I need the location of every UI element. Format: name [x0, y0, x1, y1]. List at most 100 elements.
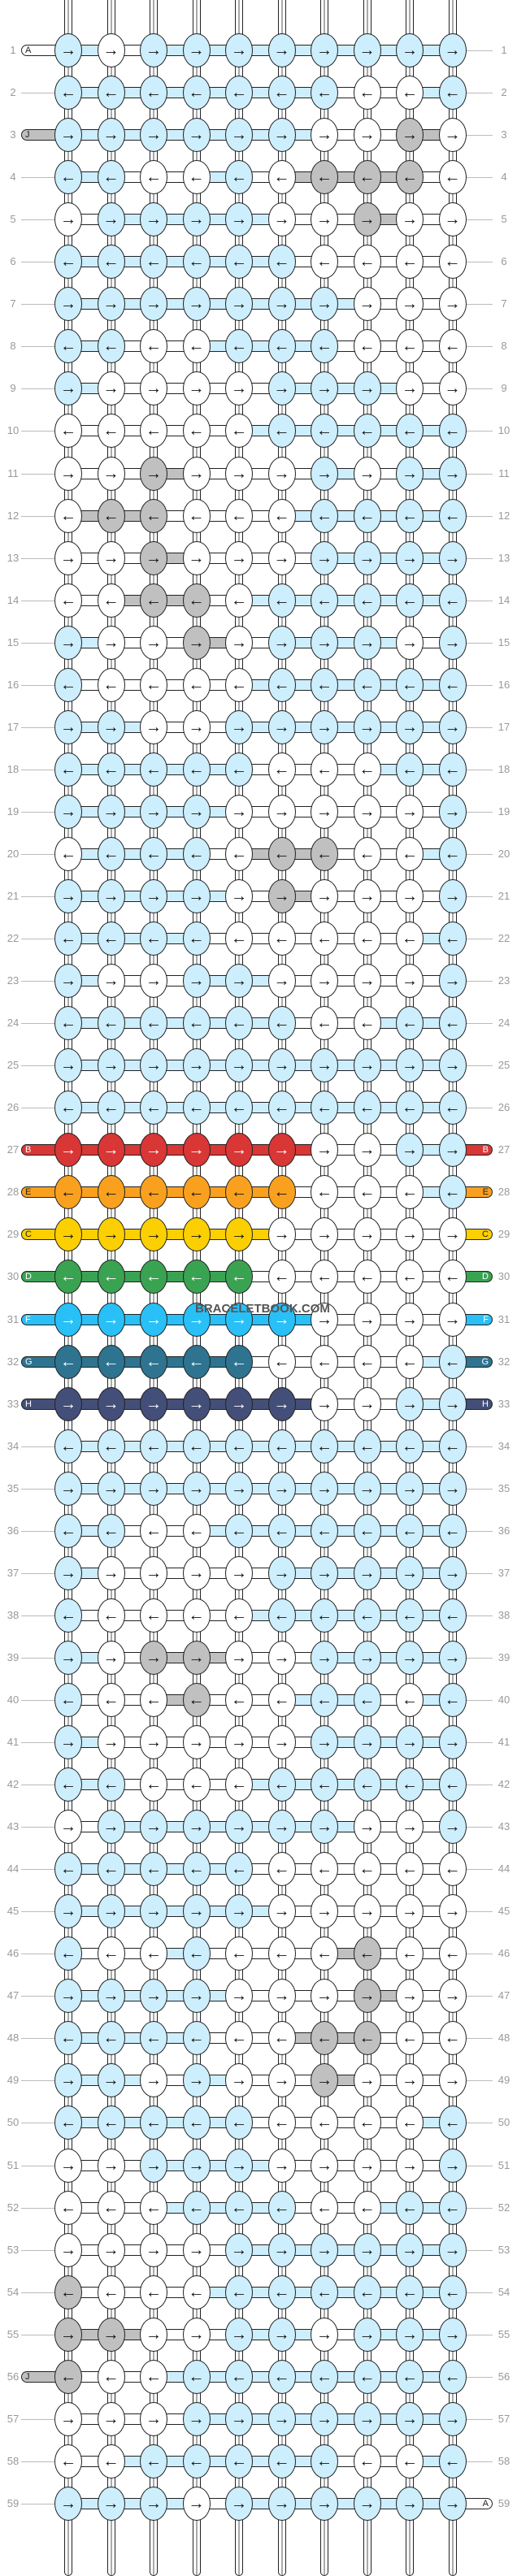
watermark: BRACELETBOOK.COM: [195, 1302, 330, 1316]
vertical-strand: [235, 869, 243, 882]
knot: →: [267, 456, 296, 491]
knot: ←: [396, 498, 424, 533]
vertical-strand: [363, 2434, 371, 2446]
vertical-strand: [64, 531, 72, 543]
vertical-strand: [192, 1969, 201, 1981]
knot: →: [182, 2148, 211, 2183]
knot: ←: [353, 922, 381, 956]
vertical-strand: [363, 1715, 371, 1728]
vertical-strand: [448, 108, 457, 120]
vertical-strand: [235, 531, 243, 543]
vertical-strand: [64, 1842, 72, 1854]
knot: ←: [97, 1682, 125, 1717]
knot: →: [311, 1555, 338, 1590]
vertical-strand: [150, 1250, 158, 1262]
vertical-strand: [192, 2349, 201, 2361]
knot: ←: [182, 329, 211, 364]
knot: →: [225, 2317, 253, 2352]
vertical-strand: [277, 954, 286, 966]
vertical-strand: [192, 1546, 201, 1558]
vertical-strand: [363, 150, 371, 163]
vertical-strand: [235, 1081, 243, 1093]
vertical-strand: [363, 996, 371, 1008]
vertical-strand: [192, 1250, 201, 1262]
knot: →: [267, 540, 296, 575]
vertical-strand: [150, 1842, 158, 1854]
knot: →: [54, 371, 82, 406]
vertical-strand: [406, 362, 414, 374]
knot: ←: [396, 76, 424, 111]
vertical-strand: [150, 1715, 158, 1728]
vertical-strand: [448, 404, 457, 416]
vertical-strand: [277, 1800, 286, 1812]
vertical-strand: [406, 108, 414, 120]
knot: ←: [311, 1852, 338, 1887]
vertical-strand: [406, 2349, 414, 2361]
vertical-strand: [448, 2476, 457, 2488]
knot: ←: [140, 2444, 167, 2478]
knot: ←: [182, 836, 211, 871]
vertical-strand: [64, 2349, 72, 2361]
knot: ←: [438, 1344, 467, 1379]
knot: ←: [182, 2444, 211, 2478]
vertical-strand: [363, 1630, 371, 1642]
knot: ←: [54, 836, 82, 871]
vertical-strand: [150, 912, 158, 924]
knot: ←: [396, 1513, 424, 1548]
knot: ←: [225, 2105, 253, 2140]
knot: →: [353, 1894, 381, 1929]
vertical-strand: [277, 1715, 286, 1728]
row-number: 23: [497, 974, 510, 987]
vertical-strand: [320, 1081, 328, 1093]
knot: →: [353, 1133, 381, 1168]
vertical-strand: [406, 1292, 414, 1304]
row-number: 14: [7, 593, 20, 606]
row-number: 45: [497, 1905, 510, 1918]
knot: →: [311, 287, 338, 322]
vertical-strand: [106, 742, 115, 754]
vertical-strand: [64, 235, 72, 247]
row-number: 54: [497, 2285, 510, 2298]
knot: →: [140, 1048, 167, 1083]
vertical-strand: [406, 150, 414, 163]
vertical-strand: [448, 1208, 457, 1220]
vertical-strand: [277, 2518, 286, 2576]
row-guide-line: [21, 896, 54, 897]
vertical-strand: [192, 1039, 201, 1051]
vertical-strand: [406, 2223, 414, 2235]
knot: →: [225, 118, 253, 153]
vertical-strand: [235, 954, 243, 966]
knot: →: [396, 540, 424, 575]
knot: ←: [54, 1513, 82, 1548]
vertical-strand: [64, 1588, 72, 1600]
knot: ←: [140, 1936, 167, 1971]
vertical-strand: [106, 1250, 115, 1262]
knot: →: [54, 2486, 82, 2521]
knot: →: [140, 2232, 167, 2267]
vertical-strand: [406, 2180, 414, 2192]
knot: →: [267, 371, 296, 406]
row-guide-line: [466, 50, 493, 51]
vertical-strand: [320, 2434, 328, 2446]
vertical-strand: [277, 2349, 286, 2361]
knot: →: [182, 2063, 211, 2098]
knot: →: [438, 2063, 467, 2098]
knot: →: [54, 1471, 82, 1506]
row-guide-line: [466, 219, 493, 221]
row-guide-line: [466, 2461, 493, 2462]
knot: →: [182, 202, 211, 237]
knot: ←: [353, 1936, 381, 1971]
knot: ←: [54, 922, 82, 956]
knot: ←: [97, 498, 125, 533]
vertical-strand: [192, 2434, 201, 2446]
knot: →: [182, 1471, 211, 1506]
vertical-strand: [277, 1334, 286, 1347]
vertical-strand: [235, 235, 243, 247]
knot: →: [54, 2148, 82, 2183]
vertical-strand: [106, 1292, 115, 1304]
knot: →: [438, 202, 467, 237]
vertical-strand: [235, 1419, 243, 1431]
knot: →: [311, 1640, 338, 1675]
row-number: 22: [497, 932, 510, 945]
vertical-strand: [277, 1165, 286, 1177]
